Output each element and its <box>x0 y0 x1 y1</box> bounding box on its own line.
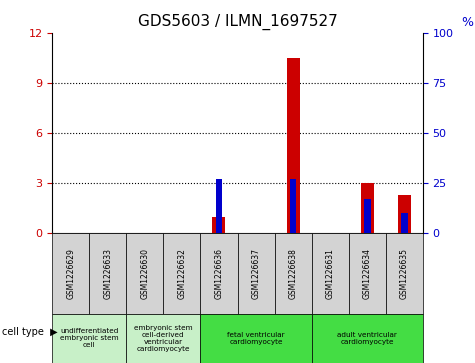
Text: fetal ventricular
cardiomyocyte: fetal ventricular cardiomyocyte <box>227 332 285 345</box>
Text: GSM1226637: GSM1226637 <box>252 248 260 299</box>
Bar <box>216 179 222 233</box>
Bar <box>312 314 423 363</box>
Text: GSM1226634: GSM1226634 <box>363 248 371 299</box>
Bar <box>364 199 370 233</box>
Text: adult ventricular
cardiomyocyte: adult ventricular cardiomyocyte <box>337 332 397 345</box>
Text: GSM1226629: GSM1226629 <box>66 248 75 299</box>
Text: GSM1226630: GSM1226630 <box>141 248 149 299</box>
Bar <box>386 233 423 314</box>
Bar <box>286 58 300 233</box>
Text: embryonic stem
cell-derived
ventricular
cardiomyocyte: embryonic stem cell-derived ventricular … <box>134 325 193 352</box>
Text: %: % <box>461 16 473 29</box>
Bar <box>52 314 126 363</box>
Bar <box>401 213 408 233</box>
Bar <box>200 233 238 314</box>
Bar <box>200 314 312 363</box>
Bar <box>163 233 200 314</box>
Bar <box>275 233 312 314</box>
Text: GSM1226632: GSM1226632 <box>178 248 186 299</box>
Bar <box>52 233 89 314</box>
Text: GSM1226631: GSM1226631 <box>326 248 334 299</box>
Bar <box>89 233 126 314</box>
Bar <box>290 179 296 233</box>
Bar <box>212 217 226 233</box>
Text: GSM1226636: GSM1226636 <box>215 248 223 299</box>
Bar <box>312 233 349 314</box>
Bar <box>238 233 275 314</box>
Text: GSM1226633: GSM1226633 <box>104 248 112 299</box>
Text: cell type  ▶: cell type ▶ <box>2 327 58 337</box>
Title: GDS5603 / ILMN_1697527: GDS5603 / ILMN_1697527 <box>138 14 337 30</box>
Text: GSM1226638: GSM1226638 <box>289 248 297 299</box>
Bar <box>398 195 411 233</box>
Bar <box>361 183 374 233</box>
Text: GSM1226635: GSM1226635 <box>400 248 408 299</box>
Text: undifferentiated
embryonic stem
cell: undifferentiated embryonic stem cell <box>60 329 119 348</box>
Bar <box>349 233 386 314</box>
Bar <box>126 314 200 363</box>
Bar <box>126 233 163 314</box>
